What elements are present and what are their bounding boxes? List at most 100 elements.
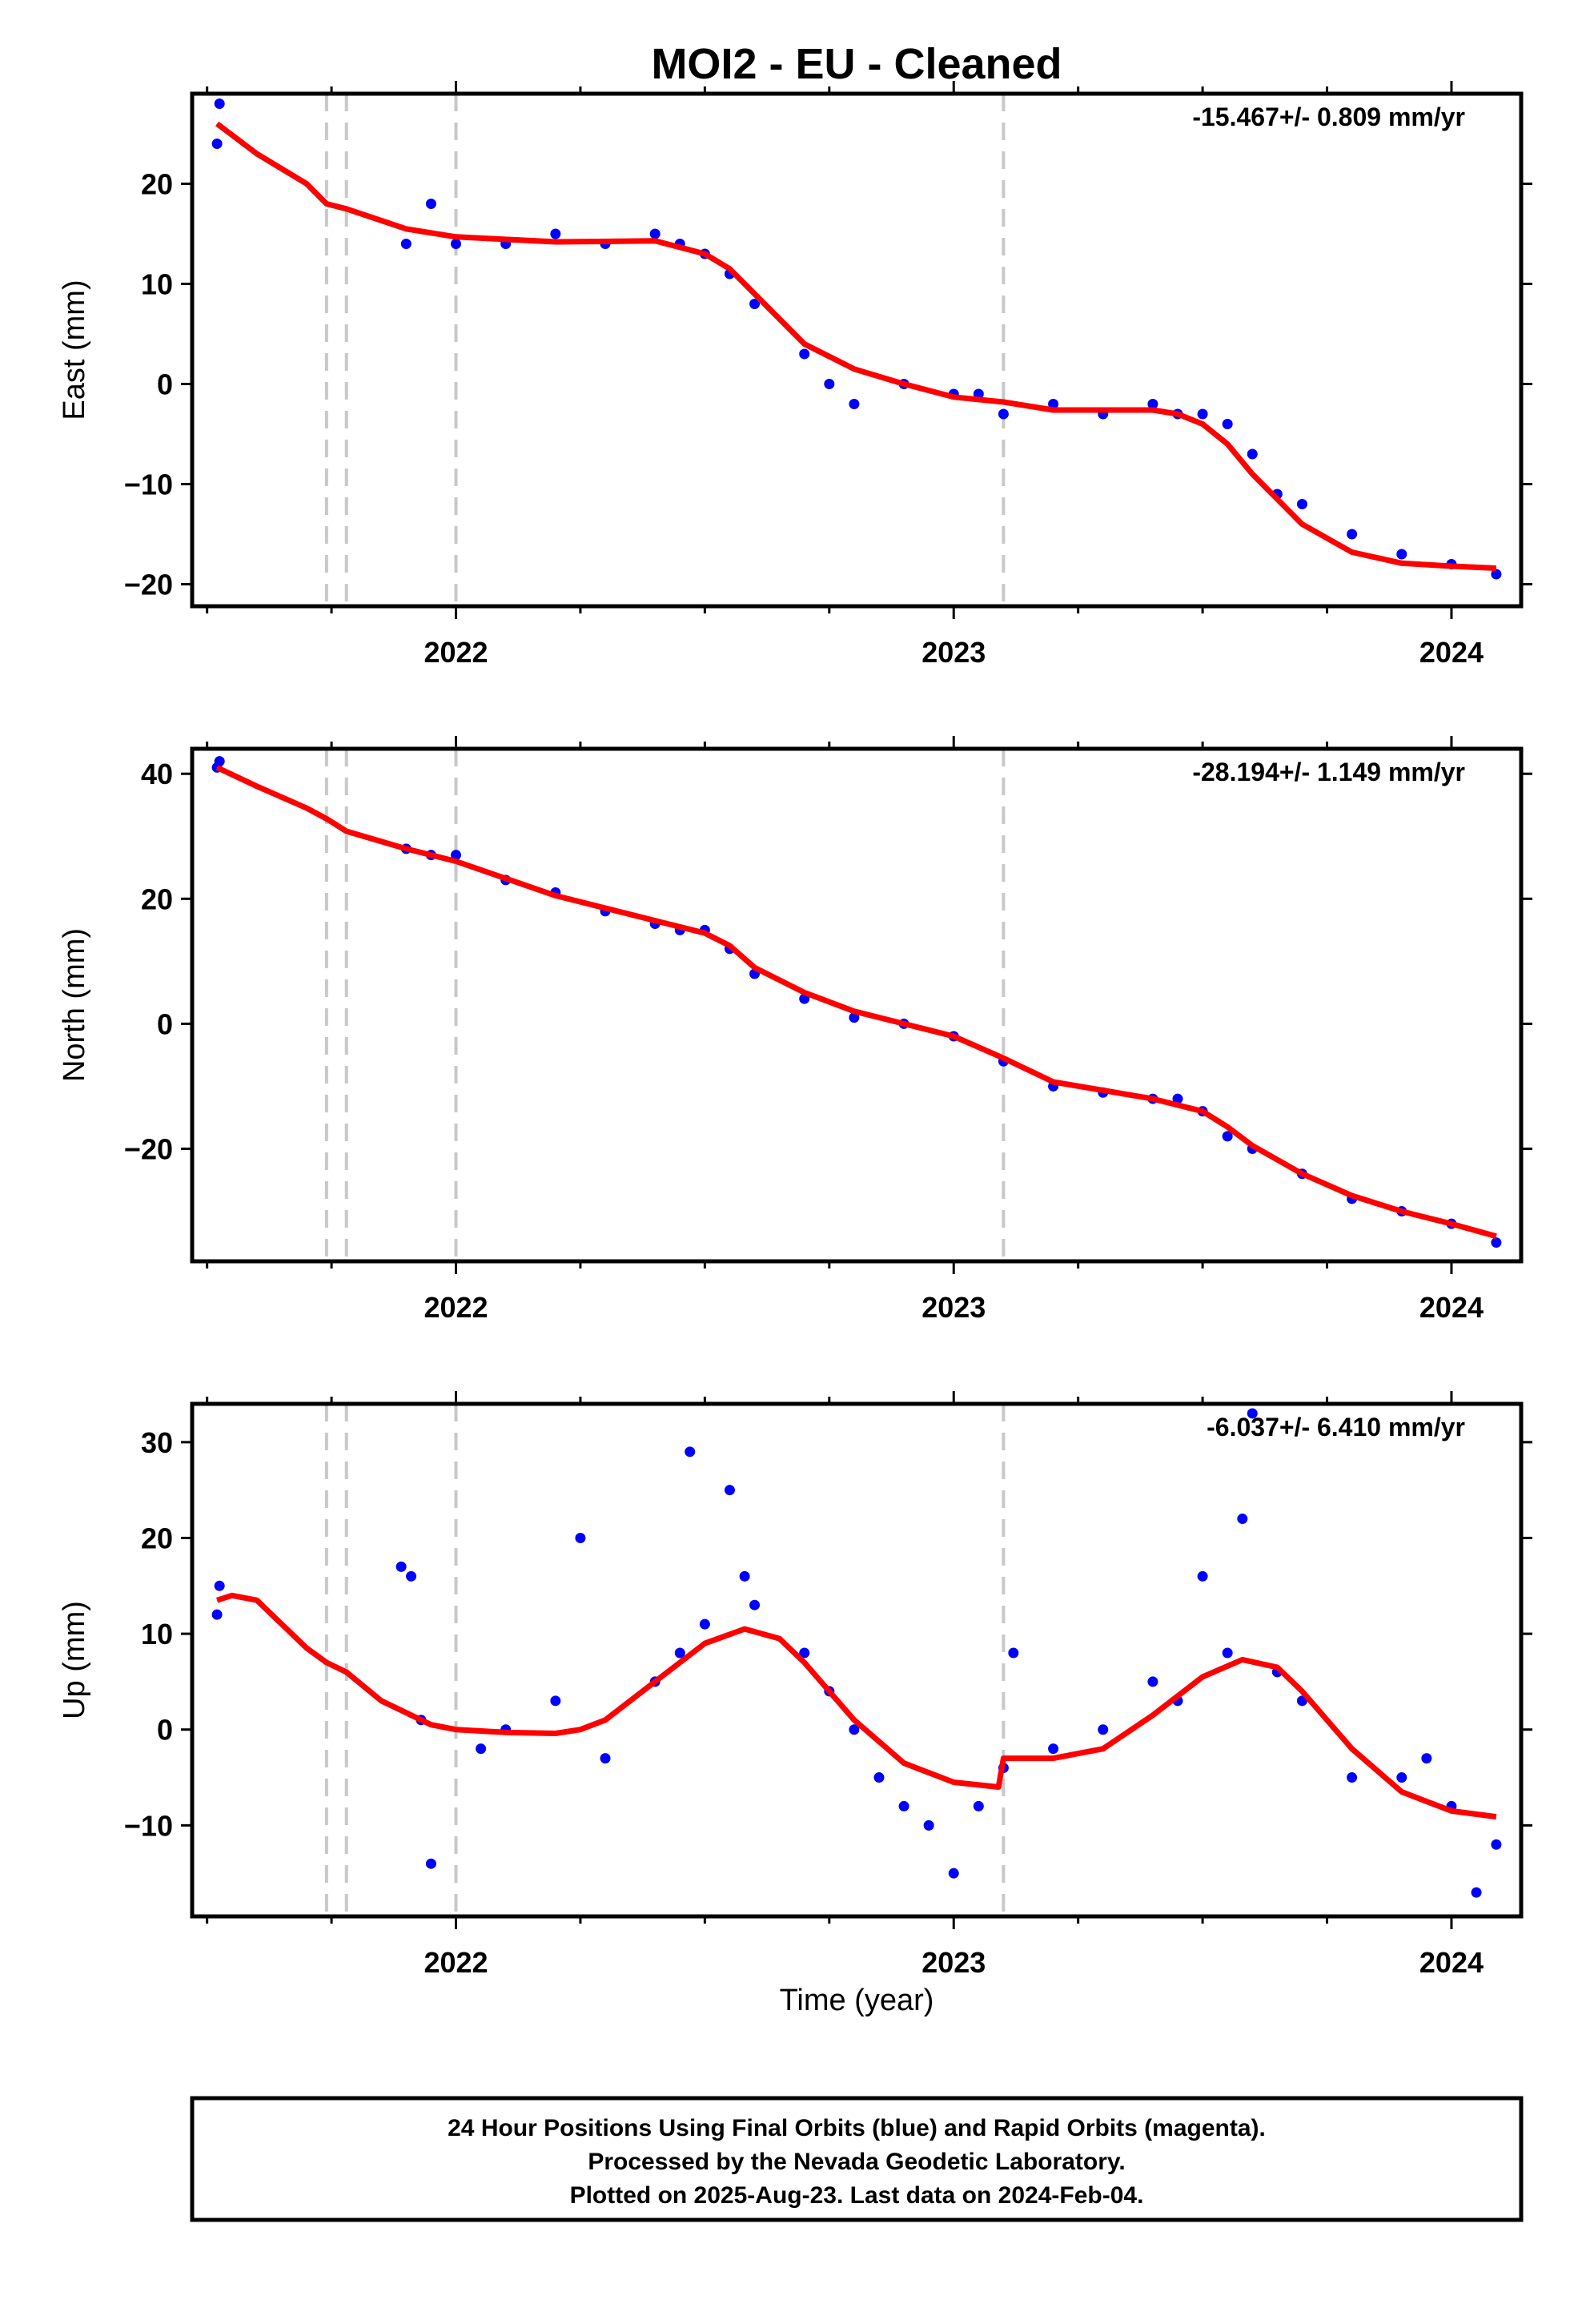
data-point [998, 408, 1009, 420]
y-tick-label: 0 [157, 368, 173, 401]
fit-line [215, 765, 1497, 1240]
y-axis-label: North (mm) [58, 928, 91, 1082]
x-axis-label: Time (year) [780, 1984, 934, 2017]
data-point [1347, 1772, 1358, 1783]
data-point [724, 1485, 735, 1496]
data-point [1048, 399, 1059, 409]
data-point [1222, 1131, 1233, 1142]
data-point [1147, 399, 1158, 409]
y-axis-label: East (mm) [58, 279, 91, 420]
plot-frame [190, 1401, 1524, 1919]
data-point [1048, 1743, 1059, 1755]
y-tick-label: −10 [124, 1809, 173, 1842]
data-point [739, 1570, 750, 1582]
panel-east: −20 −10 0 10 20 2022 2023 2024 East (mm) -15.467+… [58, 81, 1532, 669]
data-point [749, 299, 761, 309]
data-point [649, 228, 661, 239]
data-point [1491, 569, 1502, 580]
data-point [799, 348, 810, 360]
data-point [1098, 1724, 1109, 1735]
data-point [1237, 1514, 1248, 1525]
plot-frame [190, 746, 1524, 1264]
x-tick-label: 2023 [921, 636, 986, 669]
footer-box: 24 Hour Positions Using Final Orbits (bl… [190, 2096, 1524, 2222]
x-tick-label: 2024 [1419, 1946, 1484, 1979]
data-point [749, 1599, 761, 1610]
footer-line-1: 24 Hour Positions Using Final Orbits (bl… [448, 2115, 1266, 2141]
rate-annotation: -6.037+/- 6.410 mm/yr [1207, 1413, 1465, 1441]
data-point [674, 1647, 685, 1659]
panel-north: −20 0 20 40 2022 2023 2024 North (mm) -28.194+/-… [58, 736, 1532, 1324]
x-tick-label: 2023 [921, 1946, 986, 1979]
y-tick-label: 20 [141, 883, 173, 915]
data-point [685, 1446, 696, 1458]
data-point [406, 1570, 417, 1582]
rate-annotation: -15.467+/- 0.809 mm/yr [1192, 103, 1465, 131]
data-point [214, 99, 225, 109]
data-point [1296, 499, 1307, 509]
y-tick-label: −10 [124, 468, 173, 501]
x-tick-label: 2023 [921, 1291, 986, 1324]
footer-frame [190, 2096, 1524, 2222]
x-tick-label: 2022 [424, 636, 488, 669]
figure-title: MOI2 - EU - Cleaned [651, 40, 1062, 88]
data-point [1197, 408, 1208, 420]
data-point [799, 1647, 810, 1659]
data-point [1396, 1772, 1407, 1783]
data-point [849, 1724, 860, 1735]
y-tick-label: 0 [157, 1714, 173, 1747]
data-point [824, 379, 835, 389]
data-point [550, 228, 561, 239]
data-point [400, 239, 412, 249]
data-point [948, 1868, 959, 1879]
data-point [575, 1532, 586, 1543]
data-point [425, 1858, 436, 1869]
data-point [476, 1743, 487, 1755]
data-point [214, 1580, 225, 1591]
x-tick-label: 2022 [424, 1946, 488, 1979]
data-point [1491, 1237, 1502, 1248]
x-tick-label: 2022 [424, 1291, 488, 1324]
y-tick-label: −20 [124, 569, 173, 601]
data-point [1347, 529, 1358, 540]
data-point [1197, 1570, 1208, 1582]
data-point [1222, 1647, 1233, 1659]
footer-line-2: Processed by the Nevada Geodetic Laborat… [588, 2149, 1125, 2175]
data-point [1222, 419, 1233, 429]
rate-annotation: -28.194+/- 1.149 mm/yr [1192, 758, 1465, 786]
data-point [396, 1561, 407, 1572]
data-point [451, 239, 462, 249]
data-point [1172, 1093, 1183, 1104]
plot-frame [190, 91, 1524, 609]
y-tick-label: −20 [124, 1133, 173, 1166]
y-tick-label: 30 [141, 1426, 173, 1459]
y-tick-label: 10 [141, 268, 173, 301]
data-point [1247, 1408, 1258, 1419]
y-tick-label: 20 [141, 1522, 173, 1554]
y-tick-label: 20 [141, 168, 173, 201]
data-point [1008, 1647, 1019, 1659]
data-point [1396, 549, 1407, 560]
data-point [211, 139, 223, 149]
panel-up: −10 0 10 20 30 2022 2023 2024 Up (mm) -6.037+/- 6… [58, 1391, 1532, 1979]
data-point [451, 850, 462, 861]
fit-line [215, 121, 1497, 571]
data-point [600, 1753, 611, 1764]
y-tick-label: 0 [157, 1007, 173, 1040]
y-tick-label: 10 [141, 1618, 173, 1651]
data-point [923, 1819, 934, 1831]
x-tick-label: 2024 [1419, 636, 1484, 669]
fit-line [216, 1592, 1497, 1820]
panels: −20 −10 0 10 20 2022 2023 2024 East (mm) -15.467+… [58, 81, 1532, 1979]
x-tick-label: 2024 [1419, 1291, 1484, 1324]
data-point [898, 1800, 909, 1811]
data-point [699, 1618, 710, 1630]
data-point [211, 1609, 223, 1620]
data-point [849, 1012, 860, 1023]
data-point [1147, 1676, 1158, 1687]
y-tick-label: 40 [141, 758, 173, 790]
data-point [214, 756, 225, 767]
data-point [425, 199, 436, 209]
data-point [873, 1772, 885, 1783]
